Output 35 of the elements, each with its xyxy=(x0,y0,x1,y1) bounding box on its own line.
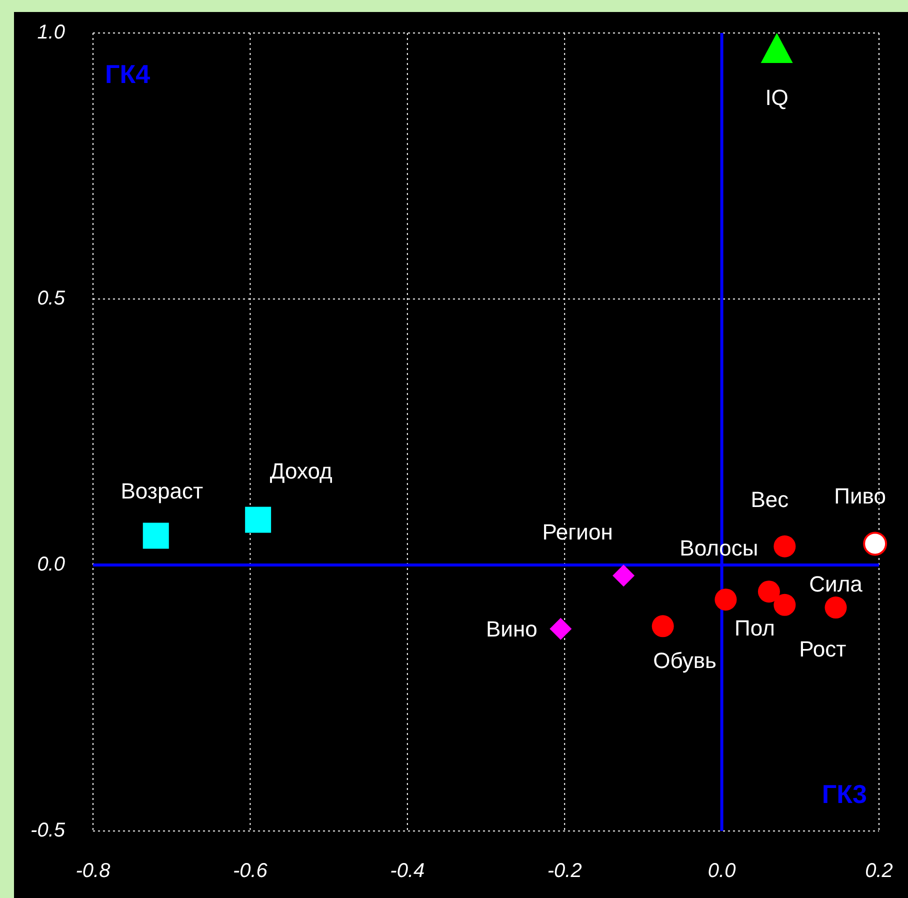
x-axis-title: ГК3 xyxy=(822,779,867,809)
annotation: Пиво xyxy=(834,484,886,509)
annotation: Вино xyxy=(486,616,538,642)
point xyxy=(245,506,272,533)
point xyxy=(760,32,793,63)
x-tick-label: -0.2 xyxy=(547,860,582,882)
annotation: Сила xyxy=(809,571,864,596)
y-axis-title: ГК4 xyxy=(105,59,151,89)
annotation: Возраст xyxy=(120,478,204,504)
annotation: Доход xyxy=(270,458,332,484)
annotation: Обувь xyxy=(653,648,717,673)
y-tick-label: 0.5 xyxy=(37,287,66,310)
x-tick-label: 0.0 xyxy=(708,860,736,882)
point xyxy=(824,596,847,619)
point xyxy=(550,618,572,640)
y-tick-label: 1.0 xyxy=(37,21,65,44)
point xyxy=(774,535,796,558)
point xyxy=(612,564,635,587)
annotation: Регион xyxy=(542,519,613,544)
x-tick-label: -0.8 xyxy=(76,860,110,882)
annotation: IQ xyxy=(765,84,788,110)
y-tick-label: 0.0 xyxy=(37,553,65,576)
x-tick-label: 0.2 xyxy=(865,860,893,882)
point xyxy=(774,594,796,616)
annotation: Пол xyxy=(734,615,775,640)
x-tick-label: -0.6 xyxy=(232,860,268,882)
annotation: Рост xyxy=(799,636,846,662)
point xyxy=(863,532,888,556)
y-tick-label: -0.5 xyxy=(30,819,66,842)
point xyxy=(758,580,780,603)
point xyxy=(142,522,169,549)
x-tick-label: -0.4 xyxy=(390,860,425,882)
annotation: Вес xyxy=(750,487,789,512)
point xyxy=(652,615,674,638)
point xyxy=(714,588,737,611)
